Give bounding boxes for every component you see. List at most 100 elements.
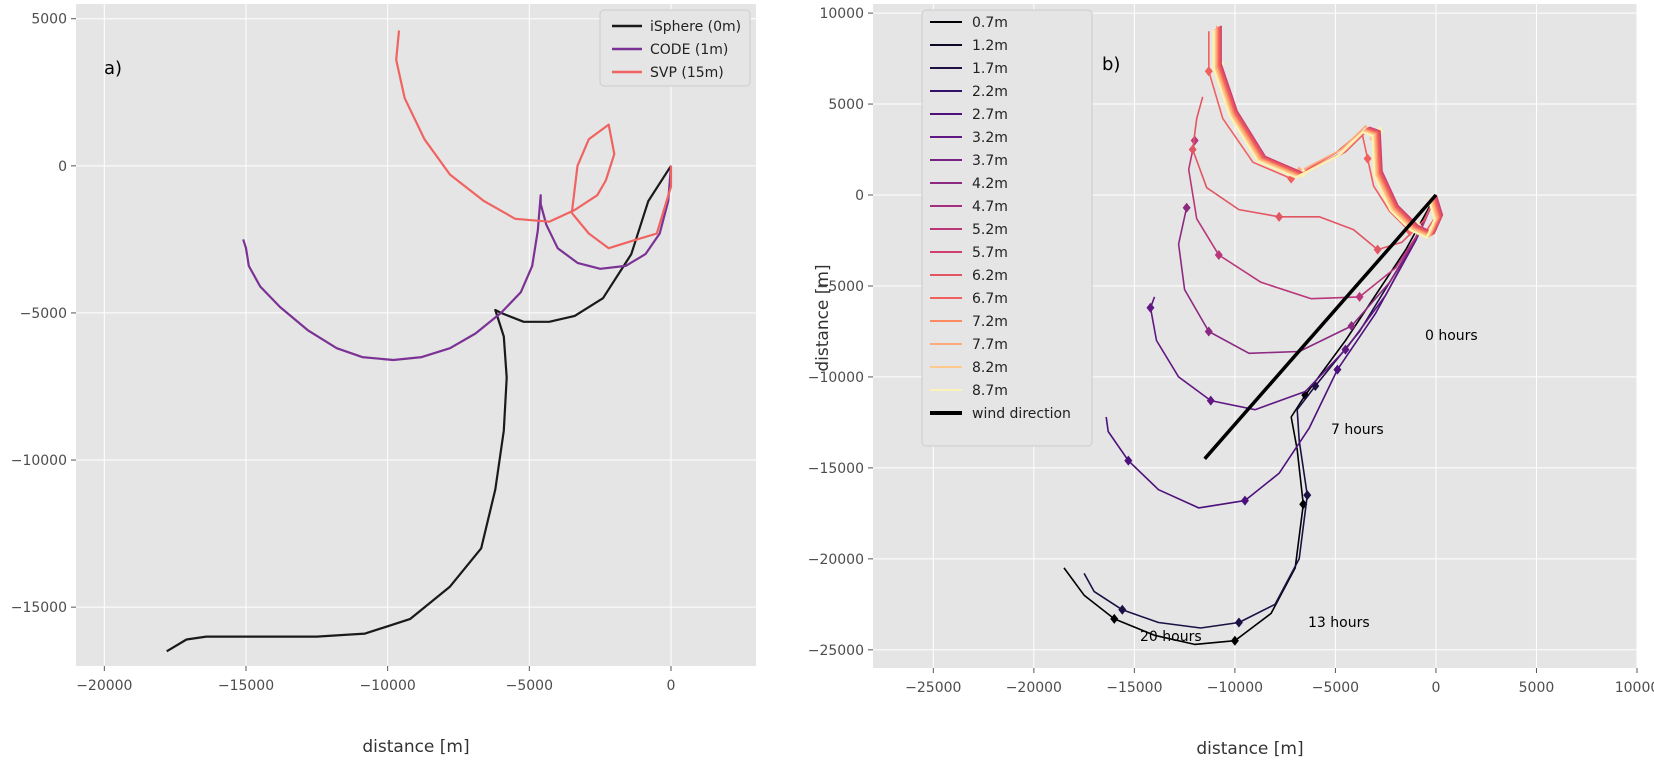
b-x-tick-label: −15000 xyxy=(1106,680,1162,696)
panel-b-y-axis-label: distance [m] xyxy=(813,264,833,371)
series-line-svp xyxy=(395,30,673,250)
legend-label-depth: 4.7m xyxy=(972,199,1008,215)
b-y-tick-label: −20000 xyxy=(808,552,864,568)
panel-a: −20000 −15000 −10000 −5000 0 5000 0 −5000 −1000… xyxy=(11,4,756,757)
a-x-tick-label: −20000 xyxy=(76,678,132,694)
panel-a-lines xyxy=(166,30,673,653)
legend-label-depth: 8.7m xyxy=(972,383,1008,399)
b-y-tick-label: 10000 xyxy=(819,6,864,22)
panel-a-legend: iSphere (0m) CODE (1m) SVP (15m) xyxy=(599,9,751,87)
panel-a-grid xyxy=(76,4,756,666)
legend-label-depth: 8.2m xyxy=(972,360,1008,376)
legend-label-depth: 7.7m xyxy=(972,337,1008,353)
time-marker-diamond xyxy=(1363,153,1372,164)
a-x-tick-label: 0 xyxy=(667,678,676,694)
b-y-tick-label: −5000 xyxy=(817,279,864,295)
time-marker-diamond xyxy=(1373,244,1382,255)
b-y-tick-label: −15000 xyxy=(808,461,864,477)
time-marker-diamond xyxy=(1341,344,1350,355)
annotation-20-hours: 20 hours xyxy=(1140,629,1202,645)
a-x-tick-label: −10000 xyxy=(360,678,416,694)
panel-a-y-ticks: 5000 0 −5000 −10000 −15000 xyxy=(11,12,76,616)
b-x-tick-label: −10000 xyxy=(1207,680,1263,696)
legend-label-depth: 1.2m xyxy=(972,38,1008,54)
time-marker-diamond xyxy=(1214,250,1223,261)
trajectory-line xyxy=(1213,29,1438,238)
legend-label-depth: 0.7m xyxy=(972,15,1008,31)
b-x-tick-label: 0 xyxy=(1431,680,1440,696)
legend-label-depth: 6.2m xyxy=(972,268,1008,284)
legend-label-depth: 1.7m xyxy=(972,61,1008,77)
time-marker-diamond xyxy=(1333,364,1342,375)
time-marker-diamond xyxy=(1355,291,1364,302)
a-x-tick-label: −15000 xyxy=(218,678,274,694)
b-y-tick-label: 0 xyxy=(855,188,864,204)
time-marker-diamond xyxy=(1206,395,1215,406)
legend-label-depth: 3.2m xyxy=(972,130,1008,146)
trajectory-line xyxy=(1149,194,1437,411)
a-y-tick-label: −5000 xyxy=(20,306,67,322)
time-marker-diamond xyxy=(1275,211,1284,222)
a-y-tick-label: −15000 xyxy=(11,600,67,616)
panel-a-plot-area xyxy=(76,4,756,666)
legend-label-depth: 2.2m xyxy=(972,84,1008,100)
time-marker-diamond xyxy=(1110,613,1119,624)
annotation-7-hours: 7 hours xyxy=(1331,422,1384,438)
time-marker-diamond xyxy=(1303,490,1312,501)
panel-a-x-ticks: −20000 −15000 −10000 −5000 0 xyxy=(76,666,675,694)
panel-b-legend-box xyxy=(921,9,1093,447)
trajectory-line xyxy=(1187,140,1437,300)
legend-label-isphere: iSphere (0m) xyxy=(650,19,741,35)
time-marker-diamond xyxy=(1190,135,1199,146)
time-marker-diamond xyxy=(1146,302,1155,313)
time-marker-diamond xyxy=(1347,320,1356,331)
legend-label-depth: 2.7m xyxy=(972,107,1008,123)
legend-label-depth: 6.7m xyxy=(972,291,1008,307)
series-line-code xyxy=(242,165,673,362)
time-marker-diamond xyxy=(1204,66,1213,77)
legend-label-code: CODE (1m) xyxy=(650,42,728,58)
panel-a-legend-box xyxy=(599,9,751,87)
annotation-0-hours: 0 hours xyxy=(1425,328,1478,344)
legend-label-depth: 5.2m xyxy=(972,222,1008,238)
b-x-tick-label: 10000 xyxy=(1615,680,1654,696)
a-x-tick-label: −5000 xyxy=(506,678,553,694)
time-marker-diamond xyxy=(1124,455,1133,466)
a-y-tick-label: −10000 xyxy=(11,453,67,469)
b-y-tick-label: −25000 xyxy=(808,643,864,659)
panel-a-x-axis-label: distance [m] xyxy=(362,737,469,757)
a-y-tick-label: 5000 xyxy=(31,12,67,28)
a-y-tick-label: 0 xyxy=(58,159,67,175)
annotation-13-hours: 13 hours xyxy=(1308,615,1370,631)
panel-b-label: b) xyxy=(1102,54,1120,75)
panel-b-y-ticks: 10000 5000 0 −5000 −10000 −15000 −20000 −25000 xyxy=(808,6,873,659)
time-marker-diamond xyxy=(1204,326,1213,337)
legend-label-wind-direction: wind direction xyxy=(972,406,1071,422)
panel-b-legend: 0.7m 1.2m 1.7m 2.2m 2.7m 3.2m 3.7m 4.2m 4.7m 5.2m… xyxy=(921,9,1093,447)
panel-b-x-ticks: −25000 −20000 −15000 −10000 −5000 0 5000 10000 xyxy=(905,668,1654,696)
b-x-tick-label: −20000 xyxy=(1006,680,1062,696)
time-marker-diamond xyxy=(1230,635,1239,646)
legend-label-depth: 4.2m xyxy=(972,176,1008,192)
legend-label-depth: 5.7m xyxy=(972,245,1008,261)
legend-label-depth: 3.7m xyxy=(972,153,1008,169)
b-y-tick-label: −10000 xyxy=(808,370,864,386)
panel-b-lines xyxy=(1063,25,1444,646)
time-marker-diamond xyxy=(1188,144,1197,155)
panel-b-time-annotations: 0 hours 7 hours 13 hours 20 hours xyxy=(1140,328,1478,645)
time-marker-diamond xyxy=(1234,617,1243,628)
b-x-tick-label: −5000 xyxy=(1312,680,1359,696)
trajectory-line xyxy=(1105,194,1437,509)
time-marker-diamond xyxy=(1118,604,1127,615)
series-line-isphere xyxy=(166,165,672,653)
time-marker-diamond xyxy=(1182,202,1191,213)
panel-a-label: a) xyxy=(104,58,122,79)
trajectory-line xyxy=(1177,194,1437,355)
legend-label-svp: SVP (15m) xyxy=(650,65,724,81)
time-marker-diamond xyxy=(1240,495,1249,506)
trajectory-line xyxy=(1191,96,1437,251)
b-x-tick-label: −25000 xyxy=(905,680,961,696)
wind-direction-line xyxy=(1203,193,1438,460)
b-x-tick-label: 5000 xyxy=(1519,680,1555,696)
